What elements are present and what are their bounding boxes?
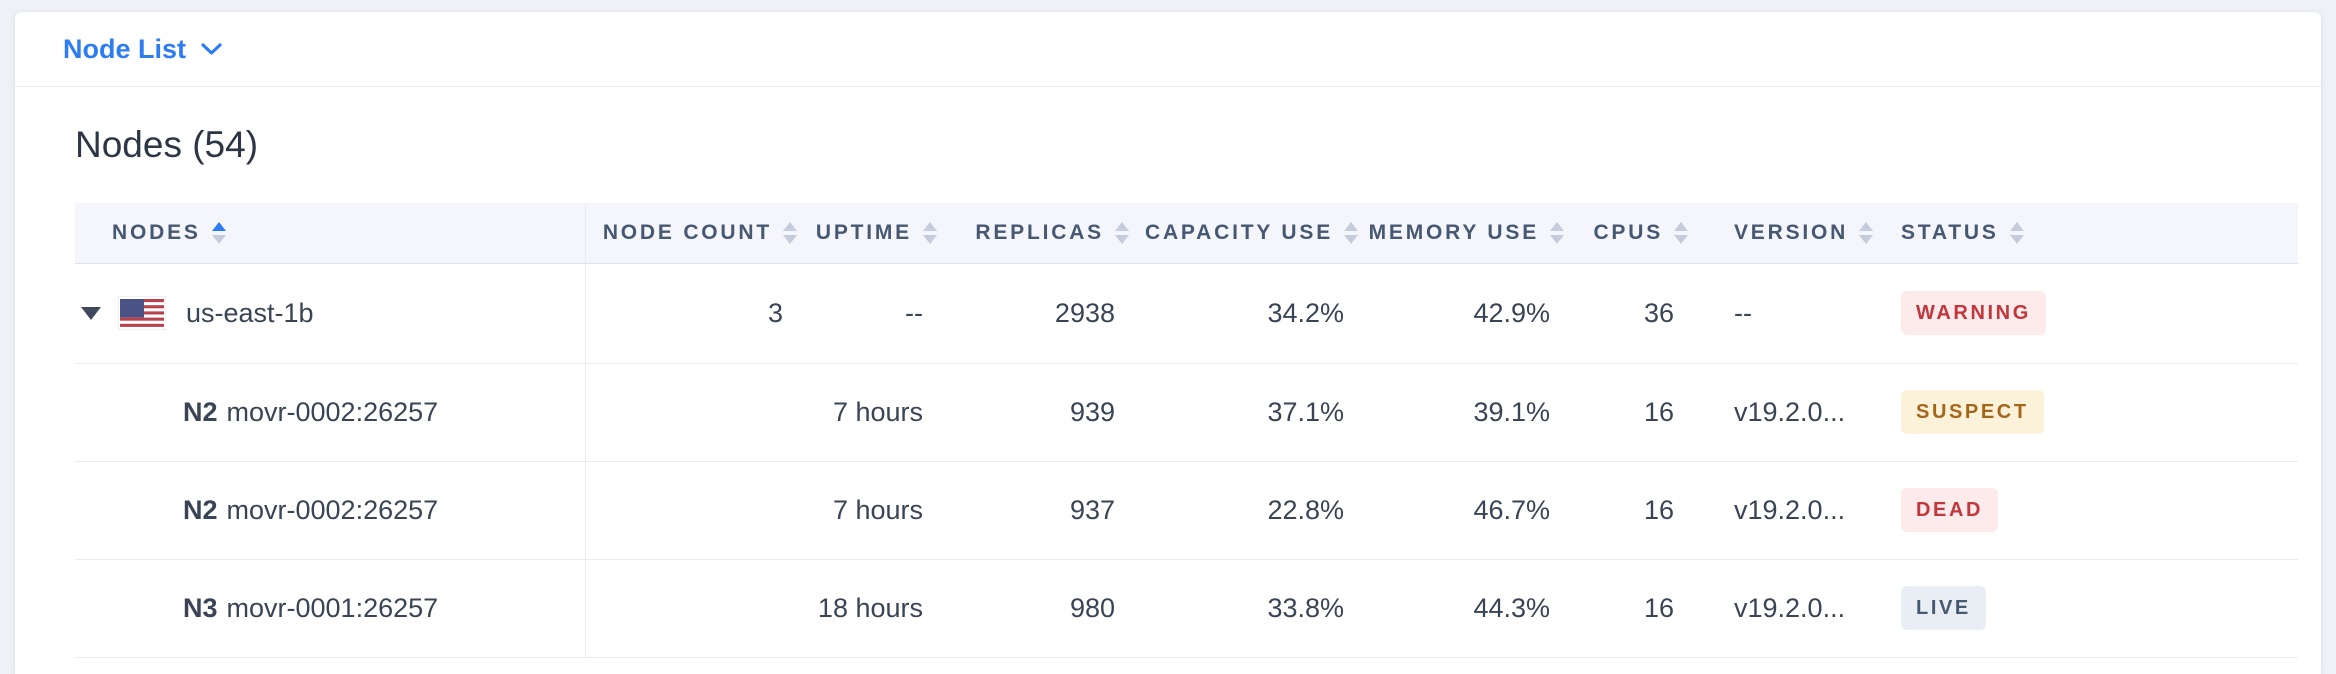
view-selector-label: Node List — [63, 33, 187, 64]
node-address: movr-0002:26257 — [226, 396, 439, 427]
sort-icon — [923, 221, 937, 244]
cell-node-count — [585, 559, 801, 658]
cell-replicas: 937 — [941, 461, 1133, 560]
cell-cpus: 16 — [1568, 363, 1692, 462]
cell-version: v19.2.0... — [1692, 363, 1880, 462]
column-label: CPUS — [1593, 220, 1663, 244]
node-id: N2 — [183, 396, 218, 427]
cell-memory-use: 39.1% — [1362, 363, 1568, 462]
chevron-down-icon — [201, 42, 222, 55]
cell-node-count — [585, 363, 801, 462]
table-row-region-us-east-1b[interactable]: us-east-1b 3 -- 2938 34.2% 42.9% 36 -- W… — [75, 263, 2298, 364]
cell-version: -- — [1692, 263, 1880, 364]
table-row-node-n2-dead[interactable]: N2 movr-0002:26257 7 hours 937 22.8% 46.7… — [75, 461, 2298, 560]
sort-icon — [1115, 221, 1129, 244]
sort-icon — [1674, 221, 1688, 244]
column-label: NODES — [112, 220, 201, 244]
column-label: MEMORY USE — [1368, 220, 1539, 244]
status-badge: DEAD — [1901, 488, 1999, 532]
column-header-nodes[interactable]: NODES — [75, 203, 586, 264]
column-header-capacity-use[interactable]: CAPACITY USE — [1133, 203, 1362, 264]
column-header-uptime[interactable]: UPTIME — [801, 203, 941, 264]
cell-node-count: 3 — [585, 263, 801, 364]
column-label: CAPACITY USE — [1144, 220, 1333, 244]
sort-icon — [1344, 221, 1358, 244]
cell-cpus: 36 — [1568, 263, 1692, 364]
cell-replicas: 980 — [941, 559, 1133, 658]
cell-uptime: 7 hours — [801, 461, 941, 560]
status-badge: WARNING — [1901, 291, 2046, 335]
sort-icon — [211, 221, 226, 244]
cell-cpus: 16 — [1568, 559, 1692, 658]
column-label: STATUS — [1901, 220, 1999, 244]
cell-memory-use: 46.7% — [1362, 461, 1568, 560]
column-header-cpus[interactable]: CPUS — [1568, 203, 1692, 264]
column-label: NODE COUNT — [602, 220, 772, 244]
cell-uptime: 18 hours — [801, 559, 941, 658]
status-badge: LIVE — [1901, 586, 1986, 630]
node-id: N2 — [183, 494, 218, 525]
sort-icon — [1859, 221, 1874, 244]
column-label: REPLICAS — [975, 220, 1104, 244]
table-header-row: NODES NODE COUNT UPTIME — [75, 203, 2298, 264]
sort-icon — [783, 221, 797, 244]
cell-memory-use: 42.9% — [1362, 263, 1568, 364]
cell-capacity-use: 22.8% — [1133, 461, 1362, 560]
node-address: movr-0002:26257 — [226, 494, 439, 525]
collapse-caret-icon[interactable] — [81, 306, 101, 320]
cell-cpus: 16 — [1568, 461, 1692, 560]
region-name: us-east-1b — [186, 297, 314, 328]
view-selector-dropdown[interactable]: Node List — [63, 34, 222, 65]
cell-replicas: 2938 — [941, 263, 1133, 364]
us-flag-icon — [118, 296, 166, 330]
column-header-memory-use[interactable]: MEMORY USE — [1362, 203, 1568, 264]
table-row-node-n3[interactable]: N3 movr-0001:26257 18 hours 980 33.8% 44.… — [75, 559, 2298, 658]
sort-icon — [1550, 221, 1564, 244]
column-header-status[interactable]: STATUS — [1880, 203, 2298, 264]
page-title: Nodes (54) — [75, 124, 259, 165]
node-id: N3 — [183, 592, 218, 623]
column-label: UPTIME — [815, 220, 912, 244]
node-list-card: Node List Nodes (54) NODES — [15, 12, 2321, 674]
column-header-replicas[interactable]: REPLICAS — [941, 203, 1133, 264]
view-selector-bar: Node List — [15, 12, 2321, 87]
cell-version: v19.2.0... — [1692, 559, 1880, 658]
cell-node-count — [585, 461, 801, 560]
cell-capacity-use: 34.2% — [1133, 263, 1362, 364]
column-label: VERSION — [1734, 220, 1849, 244]
table-row-node-n2[interactable]: N2 movr-0002:26257 7 hours 939 37.1% 39.1… — [75, 363, 2298, 462]
sort-icon — [2009, 221, 2024, 244]
column-header-version[interactable]: VERSION — [1692, 203, 1880, 264]
cell-version: v19.2.0... — [1692, 461, 1880, 560]
cell-uptime: 7 hours — [801, 363, 941, 462]
cell-uptime: -- — [801, 263, 941, 364]
nodes-table: NODES NODE COUNT UPTIME — [75, 203, 2298, 658]
cell-capacity-use: 33.8% — [1133, 559, 1362, 658]
cell-memory-use: 44.3% — [1362, 559, 1568, 658]
cell-capacity-use: 37.1% — [1133, 363, 1362, 462]
column-header-node-count[interactable]: NODE COUNT — [585, 203, 801, 264]
cell-replicas: 939 — [941, 363, 1133, 462]
status-badge: SUSPECT — [1901, 390, 2044, 434]
node-address: movr-0001:26257 — [226, 592, 439, 623]
